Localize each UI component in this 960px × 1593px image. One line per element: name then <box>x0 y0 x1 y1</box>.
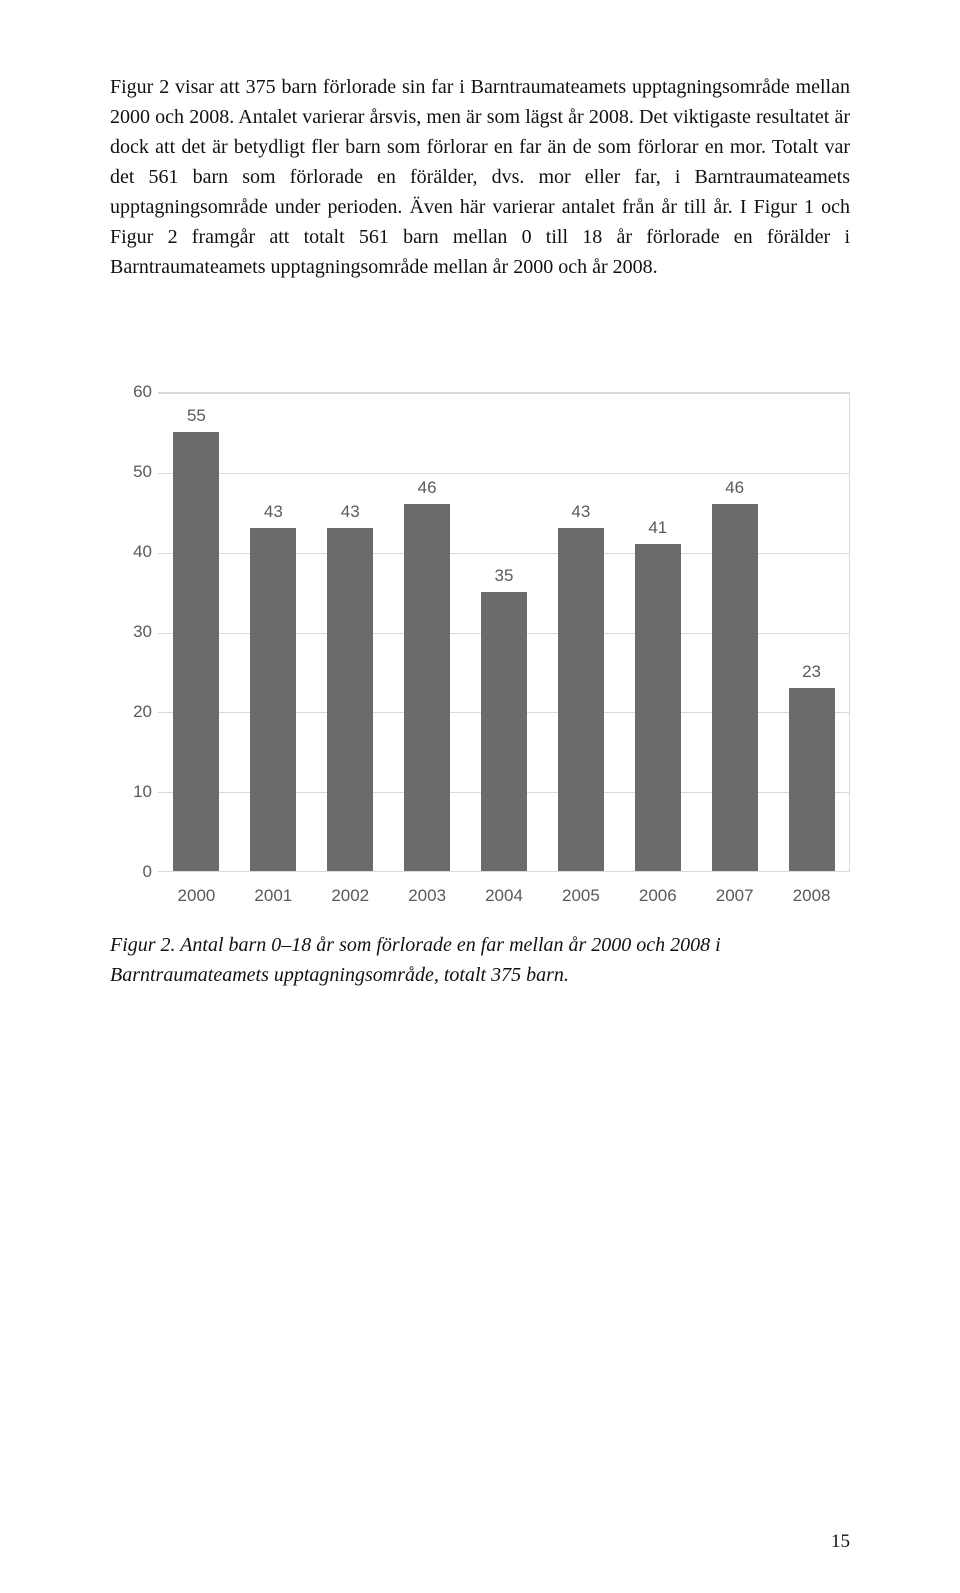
x-tick-label: 2005 <box>542 878 619 912</box>
bar-slot: 46 <box>389 392 466 872</box>
bar-value-label: 43 <box>264 502 283 522</box>
x-tick-label: 2001 <box>235 878 312 912</box>
page: Figur 2 visar att 375 barn förlorade sin… <box>0 0 960 1593</box>
x-tick-label: 2007 <box>696 878 773 912</box>
x-tick-label: 2002 <box>312 878 389 912</box>
bar-value-label: 43 <box>571 502 590 522</box>
bar <box>173 432 219 872</box>
bar <box>404 504 450 872</box>
chart-baseline <box>158 871 850 872</box>
bar-value-label: 55 <box>187 406 206 426</box>
bar <box>481 592 527 872</box>
x-tick-label: 2003 <box>389 878 466 912</box>
y-tick-label: 20 <box>110 702 152 722</box>
bar <box>712 504 758 872</box>
chart-container: 554343463543414623 200020012002200320042… <box>110 392 850 990</box>
bar-slot: 46 <box>696 392 773 872</box>
bar <box>558 528 604 872</box>
bar-slot: 43 <box>312 392 389 872</box>
figure-caption: Figur 2. Antal barn 0–18 år som förlorad… <box>110 930 850 990</box>
y-tick-label: 10 <box>110 782 152 802</box>
bar-value-label: 43 <box>341 502 360 522</box>
bar-value-label: 35 <box>495 566 514 586</box>
bar-value-label: 41 <box>648 518 667 538</box>
y-tick-label: 60 <box>110 382 152 402</box>
bar-chart: 554343463543414623 200020012002200320042… <box>110 392 850 912</box>
bar-slot: 23 <box>773 392 850 872</box>
y-tick-label: 50 <box>110 462 152 482</box>
page-number: 15 <box>831 1531 850 1553</box>
x-tick-label: 2006 <box>619 878 696 912</box>
bar <box>327 528 373 872</box>
y-tick-label: 0 <box>110 862 152 882</box>
y-tick-label: 30 <box>110 622 152 642</box>
bar-value-label: 46 <box>418 478 437 498</box>
x-tick-label: 2004 <box>466 878 543 912</box>
bar <box>635 544 681 872</box>
x-tick-label: 2000 <box>158 878 235 912</box>
bar <box>250 528 296 872</box>
body-paragraph: Figur 2 visar att 375 barn förlorade sin… <box>110 72 850 282</box>
bar-slot: 35 <box>466 392 543 872</box>
bar-slot: 55 <box>158 392 235 872</box>
bar-slot: 41 <box>619 392 696 872</box>
y-tick-label: 40 <box>110 542 152 562</box>
bar-value-label: 23 <box>802 662 821 682</box>
bar <box>789 688 835 872</box>
bar-slot: 43 <box>235 392 312 872</box>
x-axis-labels: 200020012002200320042005200620072008 <box>158 878 850 912</box>
bars-group: 55 43 43 46 35 43 41 46 23 <box>158 392 850 872</box>
bar-value-label: 46 <box>725 478 744 498</box>
bar-slot: 43 <box>542 392 619 872</box>
x-tick-label: 2008 <box>773 878 850 912</box>
